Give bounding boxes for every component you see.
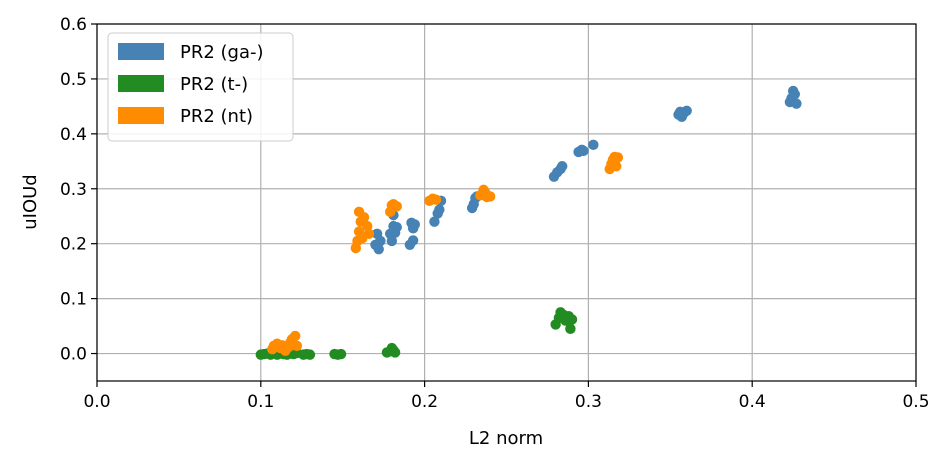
plot-frame — [96, 23, 917, 382]
data-point — [375, 235, 386, 247]
data-point — [389, 347, 401, 358]
legend-swatch — [118, 75, 164, 92]
data-point — [291, 340, 303, 352]
y-axis-label: uIOUd — [20, 174, 41, 230]
legend-label: PR2 (ga-) — [180, 42, 264, 63]
data-point — [611, 161, 622, 172]
y-tick-label: 0.4 — [60, 125, 87, 145]
data-point — [565, 323, 576, 335]
data-point — [588, 139, 599, 151]
data-point — [335, 348, 347, 360]
x-tick-label: 0.3 — [575, 392, 602, 412]
x-axis-label: L2 norm — [469, 428, 543, 449]
data-point — [407, 235, 419, 246]
y-tick-label: 0.5 — [60, 70, 87, 90]
legend-label: PR2 (t-) — [180, 74, 248, 95]
y-tick-label: 0.0 — [60, 345, 87, 365]
x-tick-label: 0.5 — [902, 392, 929, 412]
data-point — [391, 222, 402, 233]
x-tick-label: 0.4 — [739, 392, 766, 412]
data-point — [566, 314, 578, 325]
data-point — [556, 161, 568, 172]
data-point — [434, 204, 445, 215]
data-point — [612, 152, 624, 163]
y-tick-label: 0.3 — [60, 180, 87, 200]
y-tick-label: 0.2 — [60, 235, 87, 255]
y-tick-label: 0.6 — [60, 15, 87, 35]
legend-label: PR2 (nt) — [180, 106, 253, 127]
x-tick-label: 0.0 — [83, 392, 110, 412]
data-points — [255, 85, 802, 360]
data-point — [791, 98, 802, 109]
data-point — [409, 219, 420, 230]
data-point — [289, 330, 301, 342]
legend-swatch — [118, 43, 164, 60]
data-point — [430, 194, 442, 205]
y-tick-label: 0.1 — [60, 290, 87, 310]
axis-ticks: 0.0 0.1 0.2 0.3 0.4 0.5 0.0 0.1 0.2 0.3 0.4 0.5 0.6 — [60, 15, 930, 412]
data-point — [429, 216, 440, 227]
x-tick-label: 0.1 — [247, 392, 274, 412]
data-point — [789, 89, 800, 100]
legend-swatch — [118, 107, 164, 124]
data-point — [304, 349, 316, 360]
data-point — [358, 212, 370, 223]
data-point — [681, 105, 692, 116]
legend: PR2 (ga-) PR2 (t-) PR2 (nt) — [107, 32, 294, 142]
data-point — [391, 201, 402, 212]
x-tick-label: 0.2 — [411, 392, 438, 412]
data-point — [386, 235, 398, 247]
data-point — [484, 191, 496, 202]
data-point — [363, 228, 375, 240]
data-point — [578, 145, 589, 157]
data-point — [373, 243, 384, 255]
